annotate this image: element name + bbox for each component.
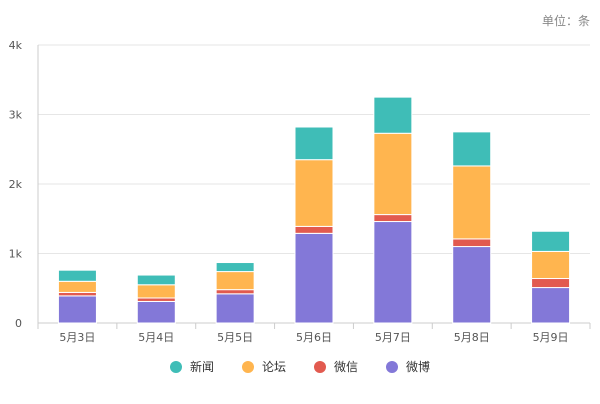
legend-label: 论坛: [261, 360, 286, 374]
legend-item[interactable]: 论坛: [241, 358, 286, 375]
legend-item[interactable]: 微信: [314, 358, 358, 375]
bar-segment: [373, 221, 413, 324]
bar-segment: [452, 165, 492, 240]
y-tick-label: 2k: [9, 178, 23, 191]
legend-label: 微信: [334, 360, 359, 374]
x-tick-label: 5月9日: [533, 331, 569, 344]
bar-segment: [215, 289, 255, 295]
x-tick-label: 5月5日: [217, 331, 253, 344]
bar-segment: [215, 262, 255, 273]
bar-segment: [373, 214, 413, 223]
bar-segment: [57, 291, 97, 297]
legend-item[interactable]: 新闻: [169, 358, 214, 375]
y-tick-label: 3k: [9, 109, 23, 122]
bar-segment: [294, 126, 334, 161]
bar-segment: [136, 297, 176, 302]
bar-segment: [136, 284, 176, 299]
x-tick-label: 5月8日: [454, 331, 490, 344]
x-tick-label: 5月6日: [296, 331, 332, 344]
x-tick-label: 5月7日: [375, 331, 411, 344]
y-tick-label: 0: [15, 317, 22, 330]
bar-segment: [215, 293, 255, 324]
bar-segment: [57, 295, 97, 324]
bar-segment: [373, 96, 413, 134]
legend-label: 新闻: [189, 360, 214, 374]
y-tick-label: 1k: [9, 248, 23, 261]
unit-label: 单位：条: [541, 14, 590, 28]
x-tick-label: 5月4日: [138, 331, 174, 344]
bar-segment: [215, 271, 255, 291]
bar-segment: [531, 230, 571, 252]
bar-segment: [531, 250, 571, 280]
bar-segment: [136, 300, 176, 324]
y-tick-label: 4k: [9, 39, 23, 52]
bar-segment: [531, 287, 571, 324]
legend-item[interactable]: 微博: [386, 358, 430, 375]
legend: 新闻 论坛 微信 微博: [0, 358, 600, 375]
x-tick-label: 5月3日: [59, 331, 95, 344]
bar-segment: [531, 278, 571, 289]
legend-marker: [386, 360, 399, 373]
legend-marker: [241, 360, 254, 373]
bar-segment: [294, 159, 334, 227]
bar-segment: [452, 131, 492, 167]
bar-segment: [294, 225, 334, 234]
bar-segment: [294, 232, 334, 324]
legend-marker: [314, 360, 326, 373]
legend-marker: [169, 360, 182, 373]
bar-segment: [136, 274, 176, 286]
bar-segment: [373, 132, 413, 216]
legend-label: 微博: [406, 360, 431, 374]
bar-segment: [57, 280, 97, 293]
bar-segment: [452, 238, 492, 248]
bar-segment: [452, 246, 492, 324]
bar-segment: [57, 269, 97, 282]
